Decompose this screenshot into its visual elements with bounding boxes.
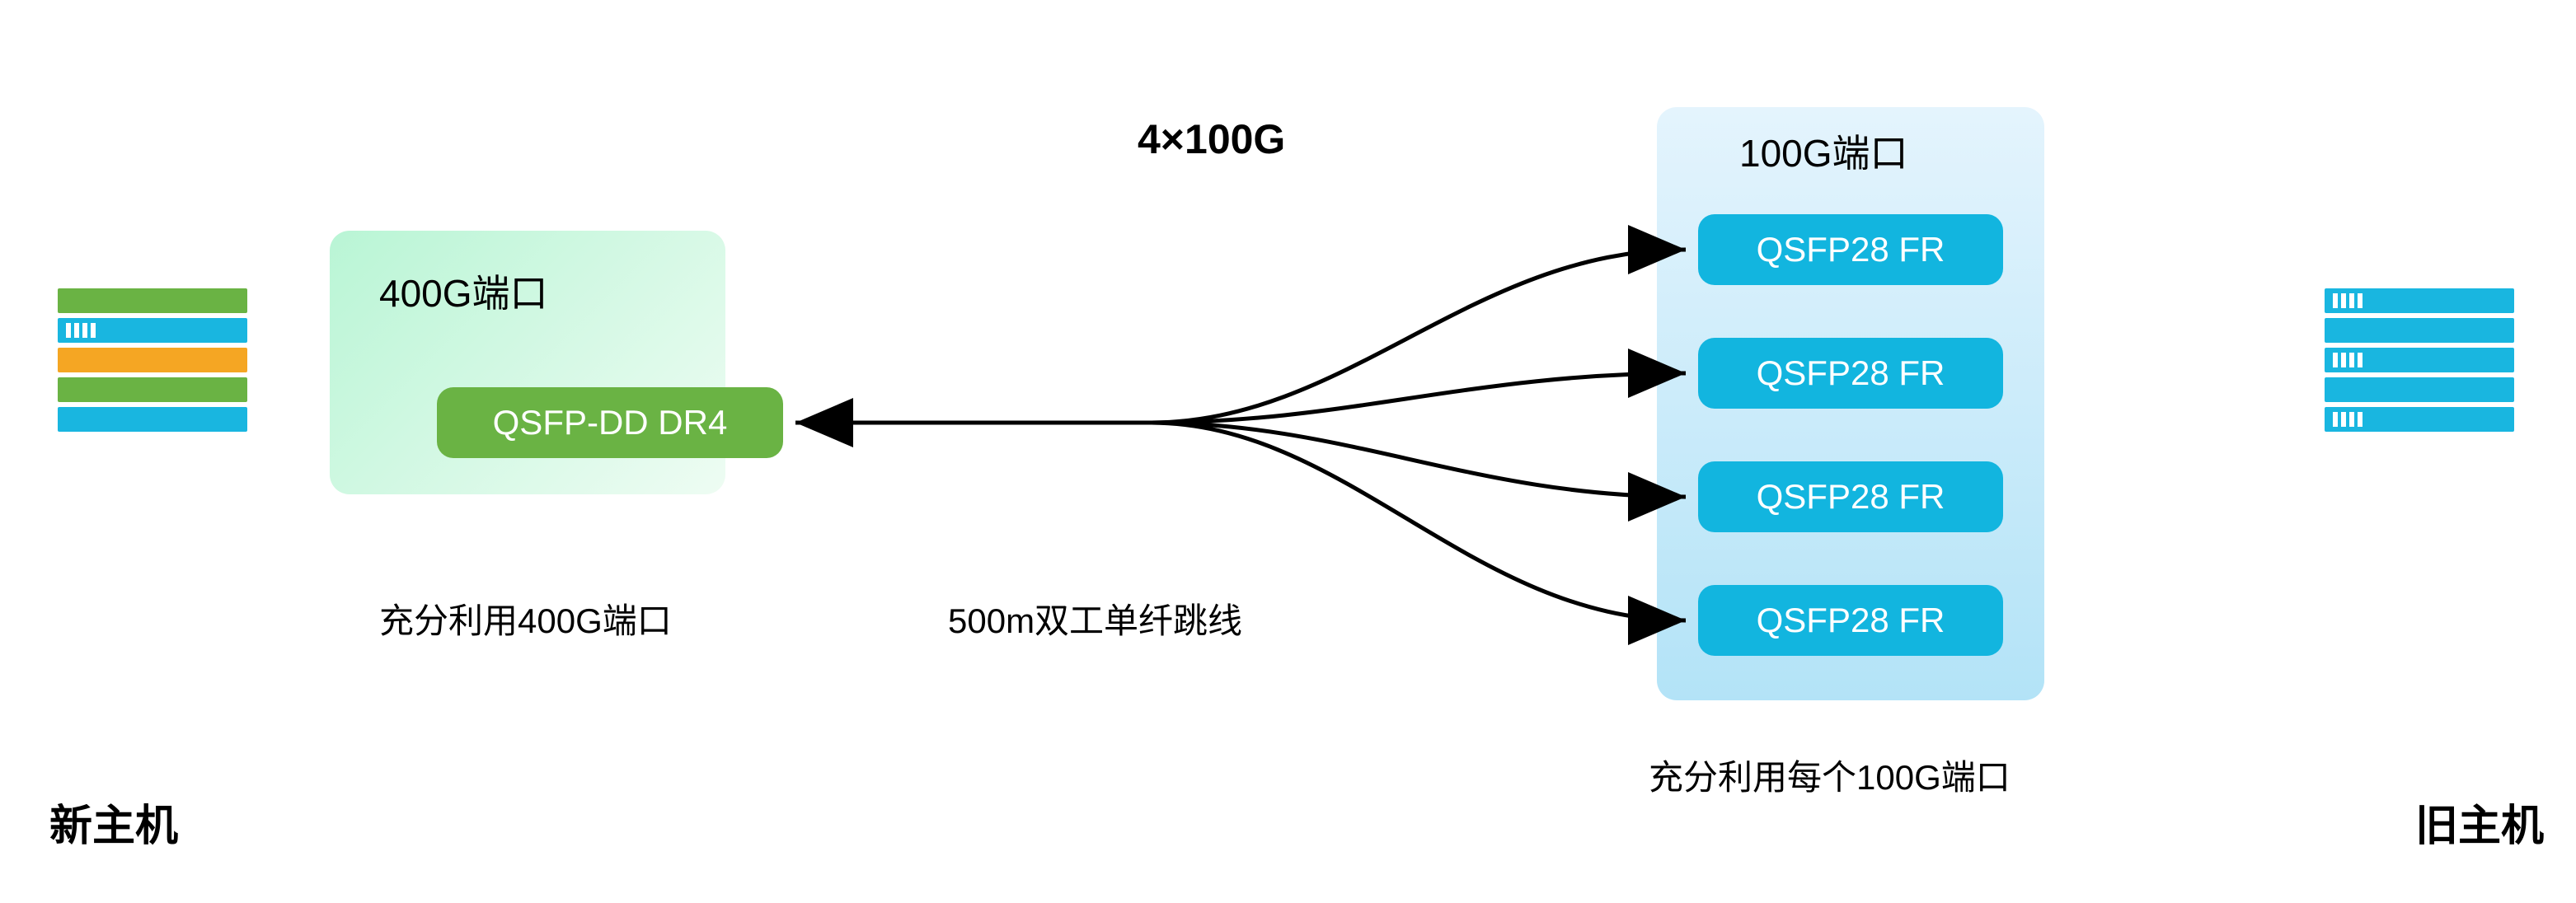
- breakout-cables: [0, 0, 2576, 903]
- caption-left-port: 充分利用400G端口: [379, 593, 672, 643]
- host-label-old: 旧主机: [2415, 791, 2544, 853]
- lane-count-label: 4×100G: [1138, 115, 1285, 163]
- caption-cable: 500m双工单纤跳线: [948, 593, 1242, 643]
- host-label-new: 新主机: [49, 791, 178, 853]
- caption-right-port: 充分利用每个100G端口: [1649, 750, 2011, 800]
